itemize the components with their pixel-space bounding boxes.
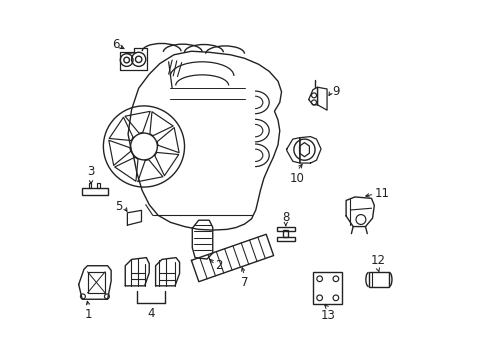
Bar [313,273,342,304]
Text: 12: 12 [369,255,385,267]
Text: 10: 10 [289,171,304,185]
Bar [276,237,294,241]
Text: 9: 9 [331,85,339,98]
Text: 4: 4 [147,307,155,320]
Bar [368,273,388,287]
Text: 3: 3 [87,165,95,178]
Text: 2: 2 [215,259,223,272]
Bar [282,230,287,237]
Text: 8: 8 [282,211,289,224]
Bar [276,227,294,231]
Text: 1: 1 [84,308,92,321]
Text: 6: 6 [111,38,119,51]
Text: 11: 11 [374,187,388,200]
Bar [88,183,91,189]
Bar [87,272,105,293]
Bar [97,183,100,189]
Text: 5: 5 [115,200,122,213]
Text: 7: 7 [240,276,248,289]
Text: 13: 13 [320,309,334,322]
Bar [82,189,107,195]
